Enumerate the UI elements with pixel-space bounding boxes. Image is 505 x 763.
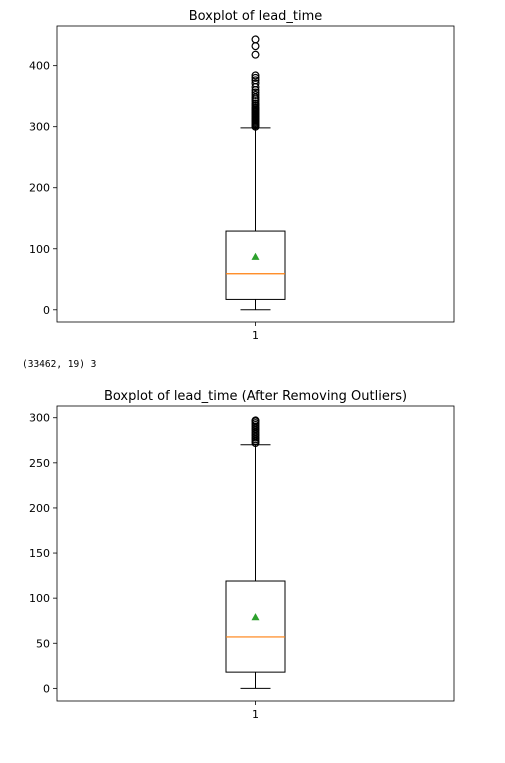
y-tick-label: 0 xyxy=(43,682,50,695)
outlier-point xyxy=(251,416,260,425)
outlier-point xyxy=(251,76,260,85)
outlier-point xyxy=(251,50,260,59)
iqr-box xyxy=(225,580,286,673)
outlier-point xyxy=(251,99,260,108)
output-text: (33462, 19) 3 xyxy=(22,359,97,370)
outlier-point xyxy=(251,79,260,88)
outlier-point xyxy=(251,71,260,80)
y-tick-label: 300 xyxy=(29,121,50,134)
chart-title: Boxplot of lead_time (After Removing Out… xyxy=(104,389,407,404)
y-tick-label: 0 xyxy=(43,304,50,317)
x-tick-label: 1 xyxy=(252,329,259,342)
chart-title: Boxplot of lead_time xyxy=(189,9,323,24)
mean-marker xyxy=(251,613,260,621)
outlier-point xyxy=(251,88,260,97)
outlier-point xyxy=(251,90,260,99)
mean-marker xyxy=(251,252,260,260)
y-tick-label: 50 xyxy=(36,637,50,650)
y-tick-label: 400 xyxy=(29,60,50,73)
y-tick-label: 250 xyxy=(29,457,50,470)
outlier-point xyxy=(251,42,260,51)
x-tick-label: 1 xyxy=(252,708,259,721)
y-tick-label: 150 xyxy=(29,547,50,560)
boxplot-chart-1: Boxplot of lead_time 0 100 200 300 400 1 xyxy=(29,9,455,342)
y-tick-label: 200 xyxy=(29,182,50,195)
y-tick-label: 300 xyxy=(29,412,50,425)
outlier-point xyxy=(251,73,260,82)
y-tick-label: 200 xyxy=(29,502,50,515)
y-tick-label: 100 xyxy=(29,243,50,256)
iqr-box xyxy=(225,230,286,300)
boxplot-chart-2: Boxplot of lead_time (After Removing Out… xyxy=(29,389,455,721)
y-tick-label: 100 xyxy=(29,592,50,605)
outlier-point xyxy=(251,35,260,44)
